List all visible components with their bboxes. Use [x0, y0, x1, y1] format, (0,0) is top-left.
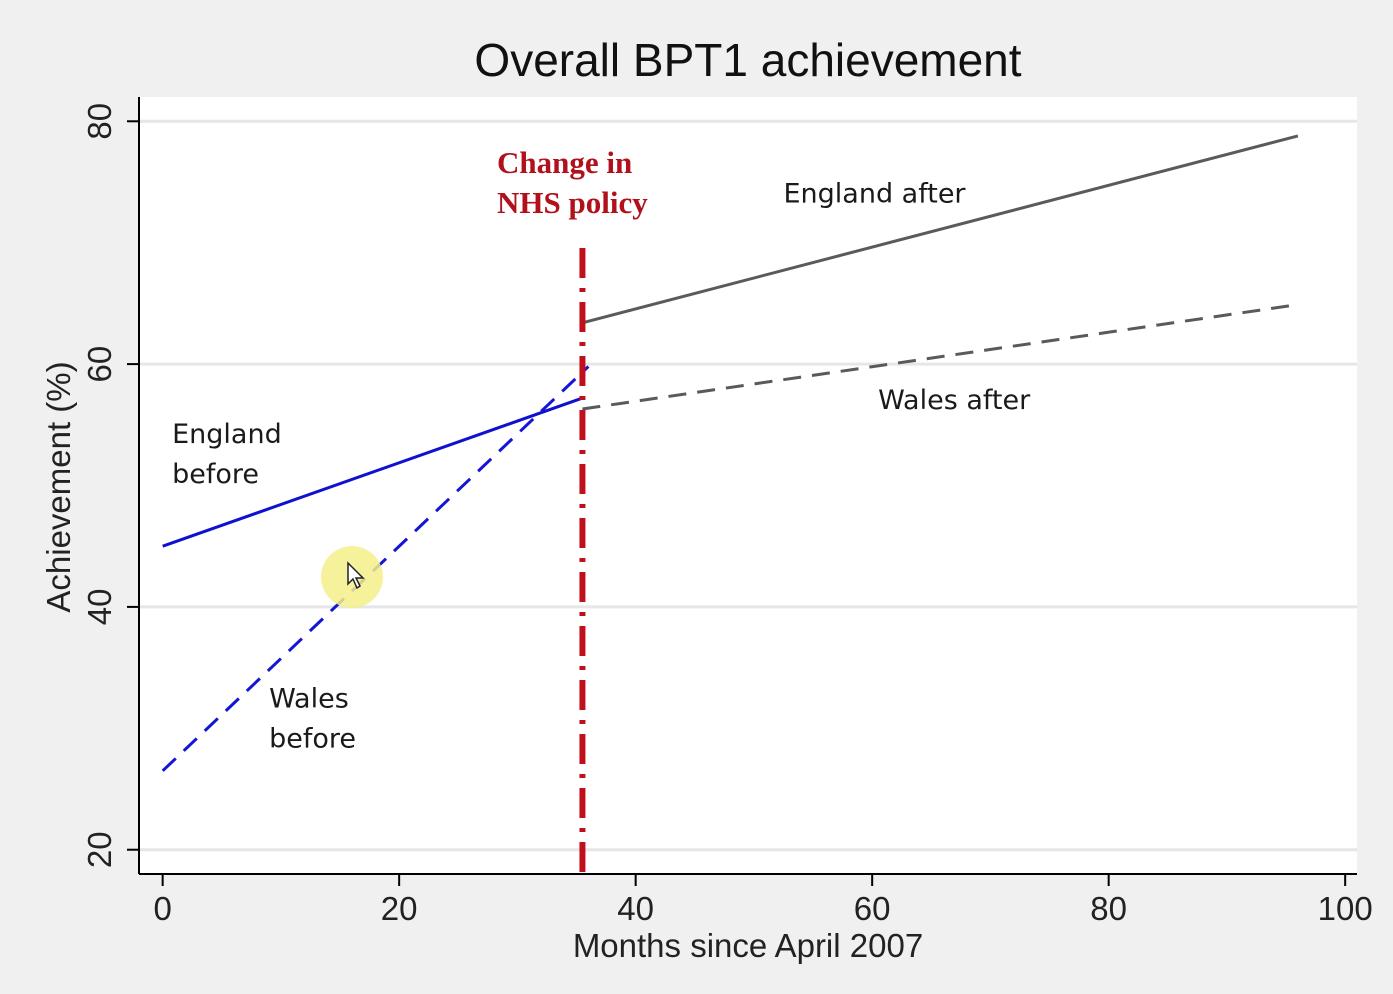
intervention-label-line-1: Change in — [497, 145, 632, 180]
x-axis-label: Months since April 2007 — [573, 927, 923, 964]
y-tick-label-20: 20 — [81, 831, 118, 868]
annotation-1-line-1: Wales — [269, 684, 349, 715]
x-tick-label-100: 100 — [1318, 890, 1373, 927]
series-line-england-after — [582, 134, 1299, 325]
y-axis-label: Achievement (%) — [40, 361, 77, 612]
y-tick-label-40: 40 — [81, 589, 118, 626]
x-tick-label-0: 0 — [153, 890, 171, 927]
intervention-group: Change in NHS policy — [497, 145, 648, 874]
intervention-label-line-2: NHS policy — [497, 185, 648, 220]
x-tick-label-60: 60 — [854, 890, 891, 927]
annotation-2-line-1: England after — [783, 179, 966, 210]
x-tick-label-20: 20 — [381, 890, 418, 927]
annotations: England before Wales before England after Wal… — [172, 179, 1031, 755]
y-tick-label-80: 80 — [81, 103, 118, 140]
axes — [138, 97, 1357, 875]
annotation-0-line-2: before — [172, 459, 259, 490]
plot-area — [139, 97, 1357, 874]
annotation-3-line-1: Wales after — [878, 385, 1031, 416]
series-line-wales-after — [582, 303, 1299, 411]
cursor-arrow-icon — [347, 561, 365, 590]
series-line-england-before — [162, 396, 583, 548]
gridlines — [139, 119, 1357, 852]
y-tick-label-60: 60 — [81, 346, 118, 383]
chart-title: Overall BPT1 achievement — [474, 34, 1021, 86]
x-tick-label-80: 80 — [1090, 890, 1127, 927]
ticks: 0 20 40 60 80 100 20 40 60 80 — [81, 103, 1373, 927]
x-tick-label-40: 40 — [617, 890, 654, 927]
annotation-1-line-2: before — [269, 724, 356, 755]
mouse-cursor-highlight — [321, 546, 383, 608]
annotation-0-line-1: England — [172, 419, 282, 450]
